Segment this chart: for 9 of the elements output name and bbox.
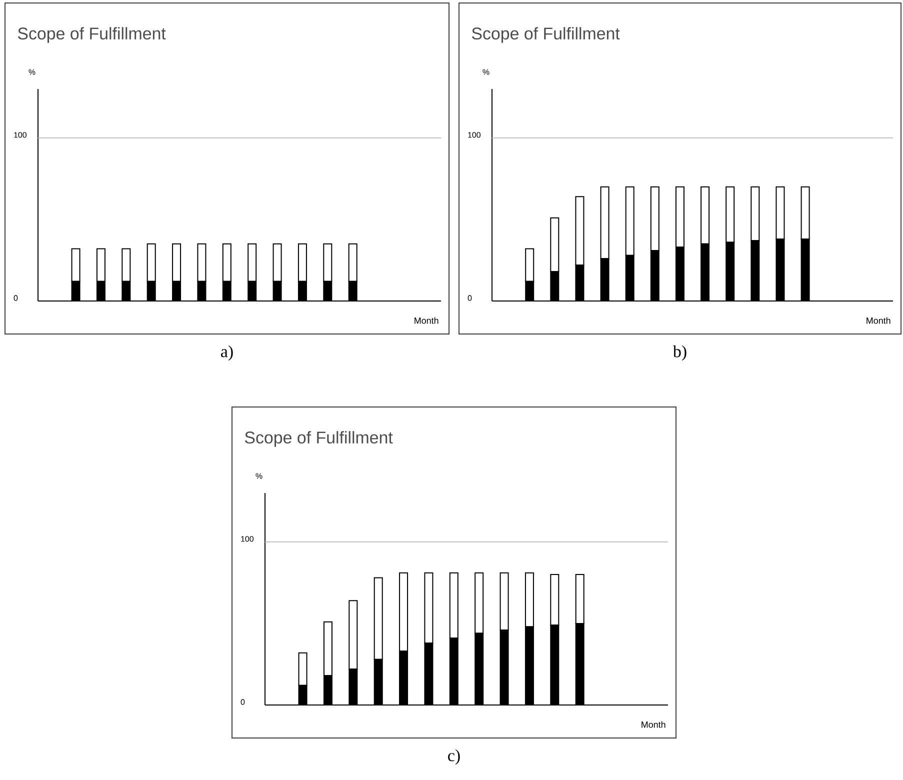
chart-title: Scope of Fulfillment [244,431,393,447]
x-axis-title: Month [642,721,666,728]
text: a) [221,345,233,361]
x-axis-title: Month [414,317,438,324]
chart-title: Scope of Fulfillment [18,27,166,43]
text: b) [672,345,686,361]
chart-title: Scope of Fulfillment [472,27,620,43]
x-axis-title: Month [866,317,890,324]
text: c) [448,749,460,765]
